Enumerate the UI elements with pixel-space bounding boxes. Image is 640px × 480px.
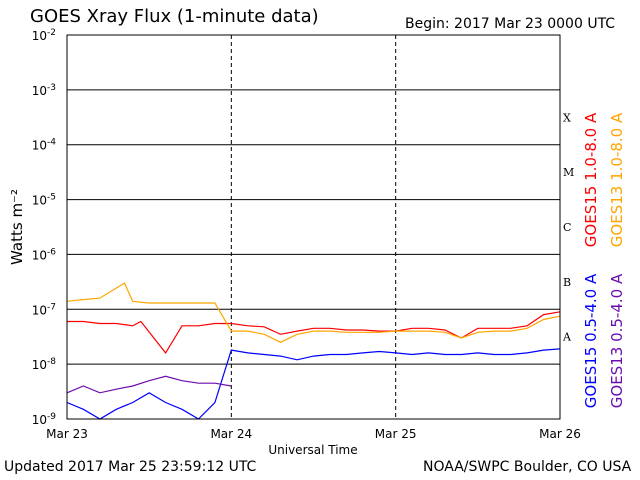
y-tick-base: 10	[32, 358, 47, 372]
y-tick-base: 10	[32, 194, 47, 208]
y-tick-label: 10-8	[32, 357, 57, 372]
flare-class-label: C	[563, 221, 571, 234]
x-tick-label: Mar 25	[375, 427, 417, 441]
y-tick-base: 10	[32, 139, 47, 153]
y-tick-base: 10	[32, 29, 47, 43]
legend-series-1: GOES15 1.0-8.0 A	[582, 112, 600, 247]
begin-time: Begin: 2017 Mar 23 0000 UTC	[405, 16, 616, 32]
flare-class-label: X	[563, 111, 571, 124]
y-tick-label: 10-6	[32, 247, 57, 262]
flare-class-label: A	[562, 331, 572, 344]
series-line-1	[67, 311, 561, 354]
flare-class-labels: A B C M X	[562, 111, 574, 343]
y-tick-exponent: -4	[47, 138, 56, 148]
credit-text: NOAA/SWPC Boulder, CO USA	[423, 459, 632, 475]
chart-title: GOES Xray Flux (1-minute data)	[30, 6, 319, 27]
y-tick-label: 10-5	[32, 193, 56, 208]
updated-timestamp: Updated 2017 Mar 25 23:59:12 UTC	[4, 459, 257, 475]
grid-lines	[67, 34, 560, 420]
flare-class-label: B	[563, 276, 571, 289]
y-tick-label: 10-3	[32, 83, 56, 98]
legend: GOES15 1.0-8.0 A GOES13 1.0-8.0 A GOES15 0…	[582, 112, 626, 408]
x-tick-label: Mar 23	[46, 427, 88, 441]
legend-series-4: GOES13 0.5-4.0 A	[608, 273, 626, 408]
y-tick-exponent: -6	[47, 247, 56, 257]
y-tick-label: 10-7	[32, 302, 56, 317]
y-tick-base: 10	[32, 303, 47, 317]
y-tick-label: 10-9	[32, 412, 57, 427]
y-tick-exponent: -9	[47, 412, 56, 422]
series-lines	[66, 282, 561, 420]
y-tick-exponent: -5	[47, 193, 56, 203]
y-tick-base: 10	[32, 413, 47, 427]
x-tick-labels: Mar 23 Mar 24 Mar 25 Mar 26	[46, 427, 581, 441]
y-tick-exponent: -8	[47, 357, 56, 367]
y-tick-base: 10	[32, 248, 47, 262]
y-tick-labels: 10-910-810-710-610-510-410-310-2	[32, 28, 57, 427]
series-line-2	[66, 282, 561, 343]
y-tick-label: 10-2	[32, 28, 56, 43]
y-tick-base: 10	[32, 84, 47, 98]
y-tick-exponent: -2	[47, 28, 56, 38]
plot-frame	[66, 34, 561, 420]
y-tick-label: 10-4	[32, 138, 57, 153]
y-tick-exponent: -7	[47, 302, 56, 312]
legend-series-3: GOES15 0.5-4.0 A	[582, 273, 600, 408]
flare-class-label: M	[563, 166, 574, 179]
x-axis-label: Universal Time	[268, 443, 357, 457]
legend-series-2: GOES13 1.0-8.0 A	[608, 112, 626, 247]
x-tick-label: Mar 24	[210, 427, 252, 441]
series-line-3	[66, 348, 561, 420]
y-tick-exponent: -3	[47, 83, 56, 93]
y-axis-label: Watts m⁻²	[8, 189, 26, 265]
x-tick-label: Mar 26	[539, 427, 581, 441]
series-line-4	[66, 375, 232, 394]
